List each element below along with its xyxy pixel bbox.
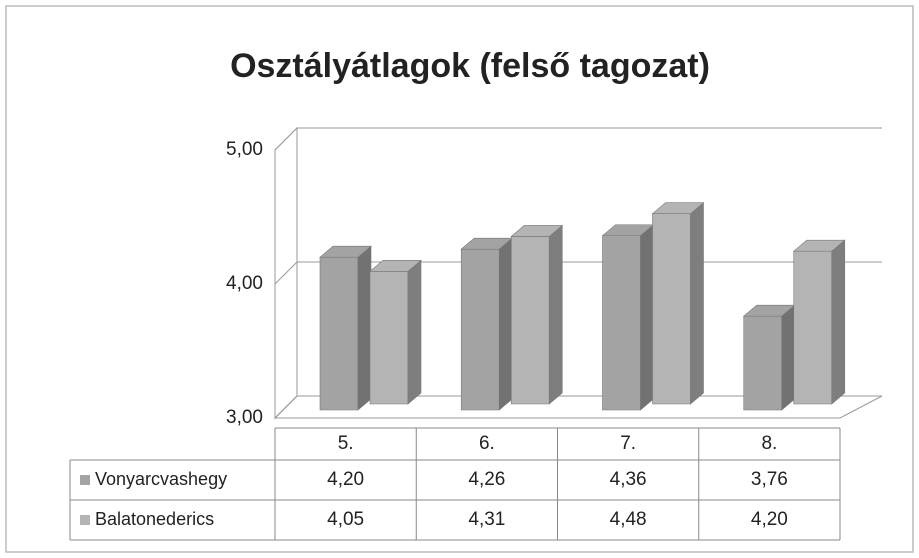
chart-title: Osztályátlagok (felső tagozat) [230,47,710,85]
grid-line [274,127,298,151]
bar-front [369,271,409,405]
chart-frame [5,5,914,553]
bar-front [793,250,833,405]
bar-front [510,236,550,405]
bar [369,259,422,405]
bar-front [602,235,641,411]
bar-side [690,202,704,405]
bar-front [743,315,783,411]
legend-swatch [80,475,90,485]
bar-side [640,224,654,411]
x-tick-label: 7. [620,433,636,454]
data-label: 4,31 [468,509,505,530]
bar [319,245,372,411]
data-label: 4,48 [610,509,647,530]
bar-top [792,239,846,252]
data-label: 4,05 [327,509,364,530]
bar-side [357,245,372,411]
data-label: 4,36 [610,469,647,490]
grid-line [274,261,298,285]
bar-top [510,225,564,237]
bar-top [319,245,372,258]
data-label: 4,26 [468,469,505,490]
bar-side [548,224,563,405]
bar [792,239,846,405]
bar-front [319,256,359,411]
bar-side [781,304,796,411]
bar-front [652,213,691,405]
bar-front [460,248,500,411]
bar [601,224,655,411]
x-tick-label: 5. [338,433,354,454]
bar [510,224,564,405]
bar-side [498,237,513,411]
y-tick-label: 5,00 [226,139,263,160]
x-tick-label: 8. [761,433,777,454]
bar-side [407,259,422,405]
legend-swatch [80,515,90,525]
bar-side [831,239,846,405]
data-label: 4,20 [751,509,788,530]
legend-label: Vonyarcvashegy [95,469,227,489]
legend-label: Balatonederics [95,509,214,529]
bar-top [651,202,705,214]
data-label: 3,76 [751,469,788,490]
bar [742,304,796,411]
x-tick-label: 6. [479,433,495,454]
grid-line [274,395,298,419]
bar [460,237,514,411]
y-tick-label: 4,00 [226,273,263,294]
y-tick-label: 3,00 [226,407,263,428]
bar-top [369,260,422,272]
data-label: 4,20 [327,469,364,490]
bar [651,202,705,405]
